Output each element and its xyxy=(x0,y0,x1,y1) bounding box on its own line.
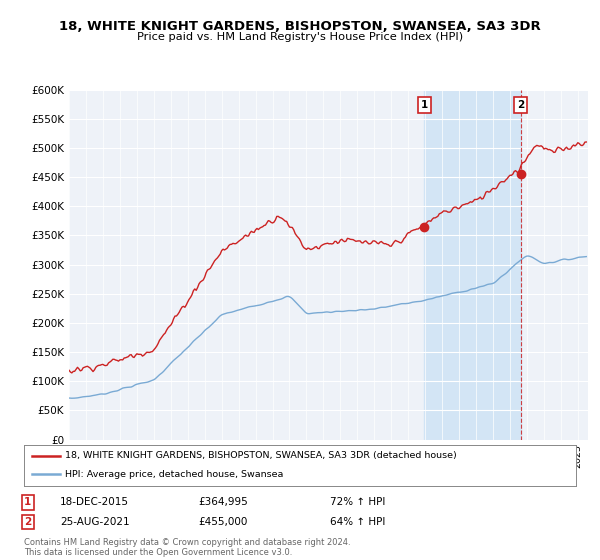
Text: Contains HM Land Registry data © Crown copyright and database right 2024.
This d: Contains HM Land Registry data © Crown c… xyxy=(24,538,350,557)
Text: Price paid vs. HM Land Registry's House Price Index (HPI): Price paid vs. HM Land Registry's House … xyxy=(137,32,463,43)
Text: 1: 1 xyxy=(421,100,428,110)
Text: £455,000: £455,000 xyxy=(198,517,247,527)
Text: £364,995: £364,995 xyxy=(198,497,248,507)
Text: 25-AUG-2021: 25-AUG-2021 xyxy=(60,517,130,527)
Text: 18, WHITE KNIGHT GARDENS, BISHOPSTON, SWANSEA, SA3 3DR: 18, WHITE KNIGHT GARDENS, BISHOPSTON, SW… xyxy=(59,20,541,32)
Text: HPI: Average price, detached house, Swansea: HPI: Average price, detached house, Swan… xyxy=(65,470,284,479)
Text: 64% ↑ HPI: 64% ↑ HPI xyxy=(330,517,385,527)
Text: 18-DEC-2015: 18-DEC-2015 xyxy=(60,497,129,507)
Text: 1: 1 xyxy=(24,497,31,507)
Text: 18, WHITE KNIGHT GARDENS, BISHOPSTON, SWANSEA, SA3 3DR (detached house): 18, WHITE KNIGHT GARDENS, BISHOPSTON, SW… xyxy=(65,451,457,460)
Text: 2: 2 xyxy=(24,517,31,527)
Text: 2: 2 xyxy=(517,100,524,110)
Text: 72% ↑ HPI: 72% ↑ HPI xyxy=(330,497,385,507)
Bar xyxy=(424,90,521,440)
